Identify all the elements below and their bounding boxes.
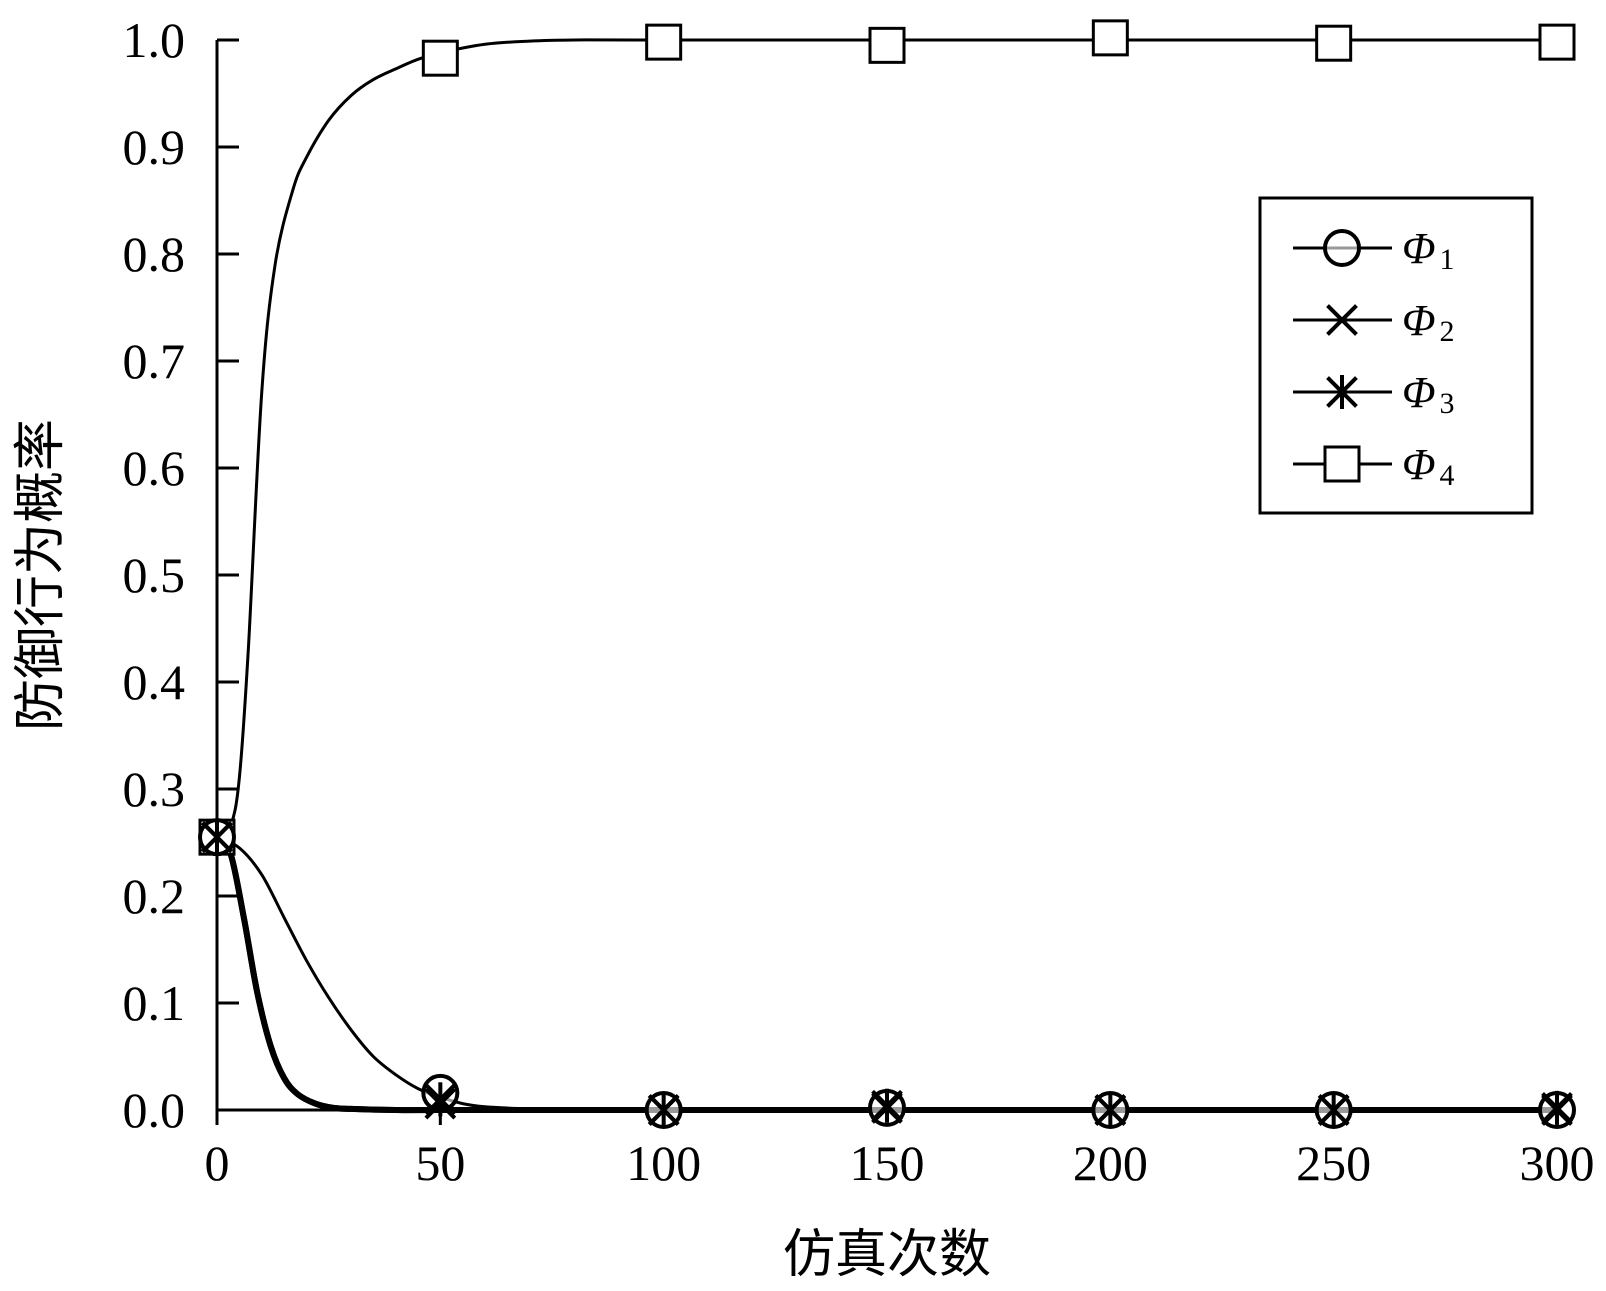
legend-subscript: 4 (1440, 459, 1455, 492)
series-4-marker (1538, 23, 1576, 61)
legend-symbol: Φ (1402, 296, 1436, 345)
y-tick-label: 0.7 (123, 333, 186, 389)
legend-symbol: Φ (1402, 440, 1436, 489)
legend-subscript: 2 (1440, 315, 1455, 348)
y-tick-label: 0.1 (123, 975, 186, 1031)
y-tick-label: 0.5 (123, 547, 186, 603)
series-3-marker (201, 820, 233, 855)
series-line-4 (216, 38, 1557, 839)
legend-symbol: Φ (1402, 368, 1436, 417)
legend-marker-3 (1326, 375, 1358, 409)
series-3-marker (1317, 1093, 1350, 1127)
series-3-marker (424, 1082, 457, 1117)
series-line-2 (214, 834, 1557, 1114)
y-axis-title: 防御行为概率 (13, 419, 70, 731)
y-tick-label: 0.3 (123, 761, 186, 817)
legend-subscript: 1 (1440, 243, 1455, 276)
x-tick-label: 0 (205, 1135, 230, 1191)
x-tick-label: 50 (415, 1135, 465, 1191)
y-tick-label: 0.4 (123, 654, 186, 710)
legend-marker-4 (1323, 445, 1361, 483)
legend-marker-1 (1323, 229, 1361, 267)
series-line-3 (214, 834, 1557, 1114)
series-3-marker (1541, 1090, 1573, 1125)
x-axis-title: 仿真次数 (783, 1227, 991, 1284)
legend-symbol: Φ (1402, 224, 1436, 273)
series-3-marker (871, 1088, 903, 1123)
series-line-1 (216, 835, 1557, 1112)
series-4-marker (645, 23, 683, 61)
y-tick-label: 1.0 (123, 12, 186, 68)
ticks: 0.0 0.1 0.2 0.3 0.4 0.5 0.6 0.7 0.8 0.9 1.0 0 50 100 1… (123, 12, 1595, 1191)
series-3-marker (1094, 1093, 1127, 1127)
legend-marker-2 (1326, 304, 1358, 336)
series-4-marker (421, 39, 459, 77)
legend-subscript: 3 (1440, 387, 1455, 420)
legend: Φ 1Φ 2Φ 3Φ 4 (1258, 196, 1534, 515)
series-3-marker (647, 1093, 680, 1127)
x-tick-label: 150 (850, 1135, 925, 1191)
y-tick-label: 0.6 (123, 440, 186, 496)
y-tick-label: 0.9 (123, 119, 186, 175)
x-tick-label: 300 (1520, 1135, 1595, 1191)
series-4-marker (868, 26, 906, 64)
x-tick-label: 100 (626, 1135, 701, 1191)
series-4-marker (1315, 24, 1353, 62)
y-tick-label: 0.8 (123, 226, 186, 282)
legend-box (1258, 196, 1534, 515)
y-tick-label: 0.2 (123, 868, 186, 924)
x-tick-label: 250 (1296, 1135, 1371, 1191)
y-tick-label: 0.0 (123, 1082, 186, 1138)
series-4-marker (1091, 19, 1129, 57)
x-tick-label: 200 (1073, 1135, 1148, 1191)
series-markers (198, 19, 1576, 1129)
